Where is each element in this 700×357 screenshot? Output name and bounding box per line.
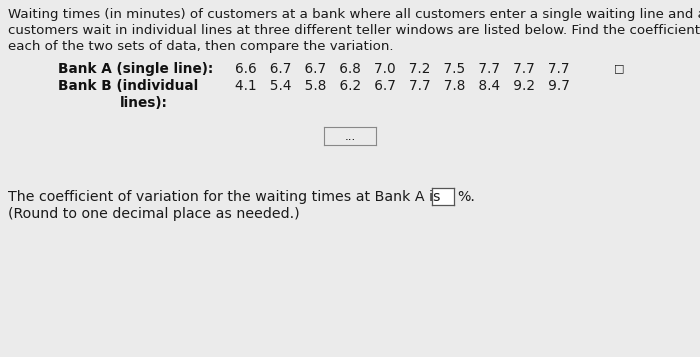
Text: Bank B (individual: Bank B (individual — [58, 79, 198, 93]
Text: 6.6   6.7   6.7   6.8   7.0   7.2   7.5   7.7   7.7   7.7: 6.6 6.7 6.7 6.8 7.0 7.2 7.5 7.7 7.7 7.7 — [235, 62, 570, 76]
Text: Bank A (single line):: Bank A (single line): — [58, 62, 213, 76]
Text: (Round to one decimal place as needed.): (Round to one decimal place as needed.) — [8, 207, 300, 221]
Text: □: □ — [614, 63, 624, 73]
Text: The coefficient of variation for the waiting times at Bank A is: The coefficient of variation for the wai… — [8, 190, 440, 204]
Text: %.: %. — [457, 190, 475, 204]
Text: Waiting times (in minutes) of customers at a bank where all customers enter a si: Waiting times (in minutes) of customers … — [8, 8, 700, 21]
Text: lines):: lines): — [120, 96, 168, 110]
Text: 4.1   5.4   5.8   6.2   6.7   7.7   7.8   8.4   9.2   9.7: 4.1 5.4 5.8 6.2 6.7 7.7 7.8 8.4 9.2 9.7 — [235, 79, 570, 93]
Text: customers wait in individual lines at three different teller windows are listed : customers wait in individual lines at th… — [8, 24, 700, 37]
Text: each of the two sets of data, then compare the variation.: each of the two sets of data, then compa… — [8, 40, 393, 53]
Text: ...: ... — [344, 130, 356, 142]
